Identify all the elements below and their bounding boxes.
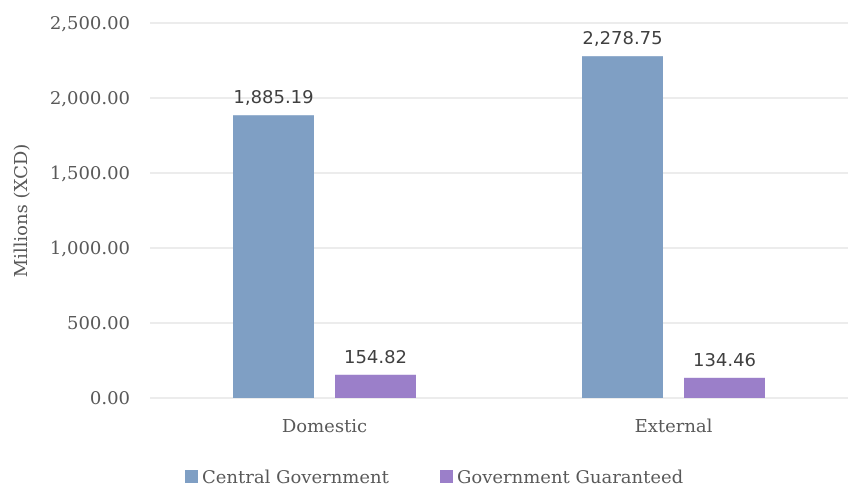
y-tick-label: 1,500.00	[50, 163, 130, 184]
y-tick-label: 0.00	[90, 388, 130, 409]
data-label: 2,278.75	[582, 28, 662, 49]
y-tick-label: 1,000.00	[50, 238, 130, 259]
bars	[233, 56, 765, 398]
bar-government-guaranteed-domestic	[335, 374, 416, 398]
y-axis-title: Millions (XCD)	[11, 144, 32, 278]
legend: Central Government Government Guaranteed	[185, 467, 683, 488]
data-label: 134.46	[693, 350, 756, 371]
legend-label: Central Government	[202, 467, 390, 488]
bar-government-guaranteed-external	[684, 377, 765, 398]
legend-label: Government Guaranteed	[457, 467, 683, 488]
data-labels: 1,885.19 154.82 2,278.75 134.46	[233, 28, 756, 371]
y-axis-tick-labels: 0.00 500.00 1,000.00 1,500.00 2,000.00 2,500.…	[50, 13, 130, 409]
y-tick-label: 2,000.00	[50, 88, 130, 109]
y-tick-label: 500.00	[67, 313, 130, 334]
y-tick-label: 2,500.00	[50, 13, 130, 34]
legend-swatch	[185, 470, 198, 483]
x-axis-category-labels: Domestic External	[282, 416, 713, 437]
x-category-label: Domestic	[282, 416, 367, 437]
bar-central-government-external	[582, 56, 663, 398]
legend-swatch	[440, 470, 453, 483]
data-label: 1,885.19	[233, 87, 313, 108]
x-category-label: External	[635, 416, 713, 437]
data-label: 154.82	[344, 347, 407, 368]
bar-central-government-domestic	[233, 115, 314, 398]
